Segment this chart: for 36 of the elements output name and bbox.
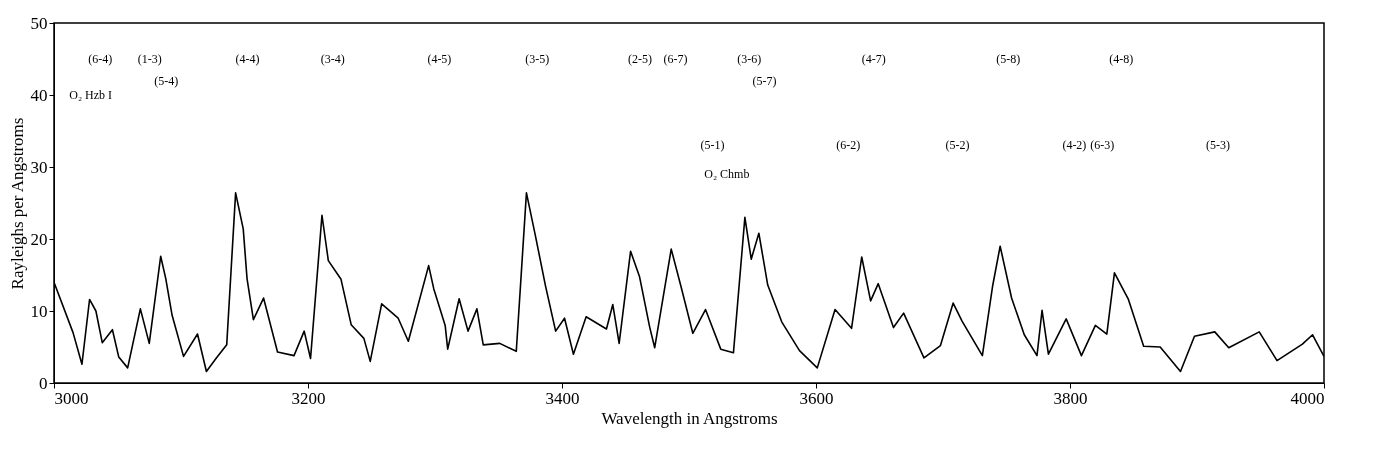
annotation: (2-5) bbox=[628, 52, 653, 66]
y-tick-label: 30 bbox=[30, 157, 48, 177]
annotation: O₂ Chmb bbox=[704, 167, 750, 182]
annotation: (4-5) bbox=[427, 52, 452, 66]
annotation: (3-6) bbox=[737, 52, 762, 66]
x-tick-label: 3600 bbox=[799, 388, 834, 408]
annotation: (1-3) bbox=[137, 52, 162, 66]
y-tick-label: 0 bbox=[39, 373, 48, 393]
annotation: (5-4) bbox=[154, 73, 179, 88]
y-tick-label: 20 bbox=[30, 229, 48, 249]
x-tick-label: 3200 bbox=[291, 388, 326, 408]
annotation: (5-8) bbox=[996, 52, 1021, 66]
annotation: (4-7) bbox=[861, 52, 886, 66]
annotation: (6-3) bbox=[1090, 138, 1115, 153]
annotation: (5-7) bbox=[752, 73, 777, 88]
x-tick-label: 3000 bbox=[54, 388, 89, 408]
annotation: O₂ Hzb I bbox=[69, 88, 113, 102]
annotation: (3-5) bbox=[525, 52, 550, 66]
x-axis-title: Wavelength in Angstroms bbox=[601, 408, 778, 428]
annotation: (6-7) bbox=[663, 52, 688, 66]
y-tick-label: 40 bbox=[30, 85, 48, 105]
annotation: (4-8) bbox=[1109, 52, 1134, 66]
annotation: (3-4) bbox=[320, 52, 345, 66]
y-tick-label: 10 bbox=[30, 301, 48, 321]
annotation: (6-4) bbox=[88, 52, 113, 66]
annotation: (5-1) bbox=[700, 138, 725, 153]
annotation: (5-3) bbox=[1205, 138, 1230, 153]
annotation: (4-4) bbox=[235, 52, 260, 66]
annotation: (4-2) bbox=[1062, 138, 1087, 153]
annotation: (6-2) bbox=[836, 138, 861, 153]
y-tick-label: 50 bbox=[30, 13, 48, 33]
x-tick-label: 4000 bbox=[1290, 388, 1325, 408]
y-axis-title: Rayleighs per Angstroms bbox=[7, 117, 27, 290]
annotation: (5-2) bbox=[945, 138, 970, 153]
x-tick-label: 3800 bbox=[1053, 388, 1088, 408]
x-tick-label: 3400 bbox=[545, 388, 580, 408]
